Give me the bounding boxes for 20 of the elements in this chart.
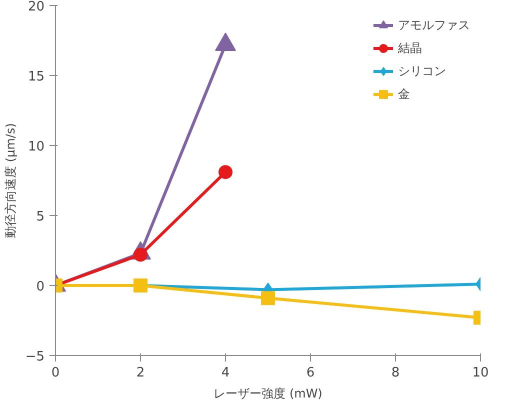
- legend-label: 結晶: [398, 40, 422, 56]
- point: [218, 165, 232, 180]
- x-tick-label: 0: [51, 366, 60, 380]
- x-tick-label: 4: [221, 366, 230, 380]
- x-tick-label: 6: [306, 366, 315, 380]
- x-tick-label: 2: [136, 366, 145, 380]
- y-axis-title: 動径方向速度 (μm/s): [3, 123, 18, 238]
- legend-label: 金: [398, 86, 411, 102]
- x-tick-label: 8: [391, 366, 400, 380]
- y-tick-label: 20: [28, 0, 45, 14]
- x-axis-title: レーザー強度 (mW): [214, 386, 322, 400]
- y-tick-label: −5: [25, 350, 45, 364]
- y-tick-label: 5: [36, 210, 45, 224]
- y-tick-label: 15: [28, 70, 45, 84]
- y-tick-label: 0: [36, 280, 45, 294]
- point: [215, 32, 236, 51]
- legend-label: シリコン: [398, 62, 446, 80]
- legend-label: アモルファス: [398, 16, 470, 34]
- y-tick-label: 10: [28, 140, 45, 154]
- x-tick-label: 10: [472, 366, 489, 380]
